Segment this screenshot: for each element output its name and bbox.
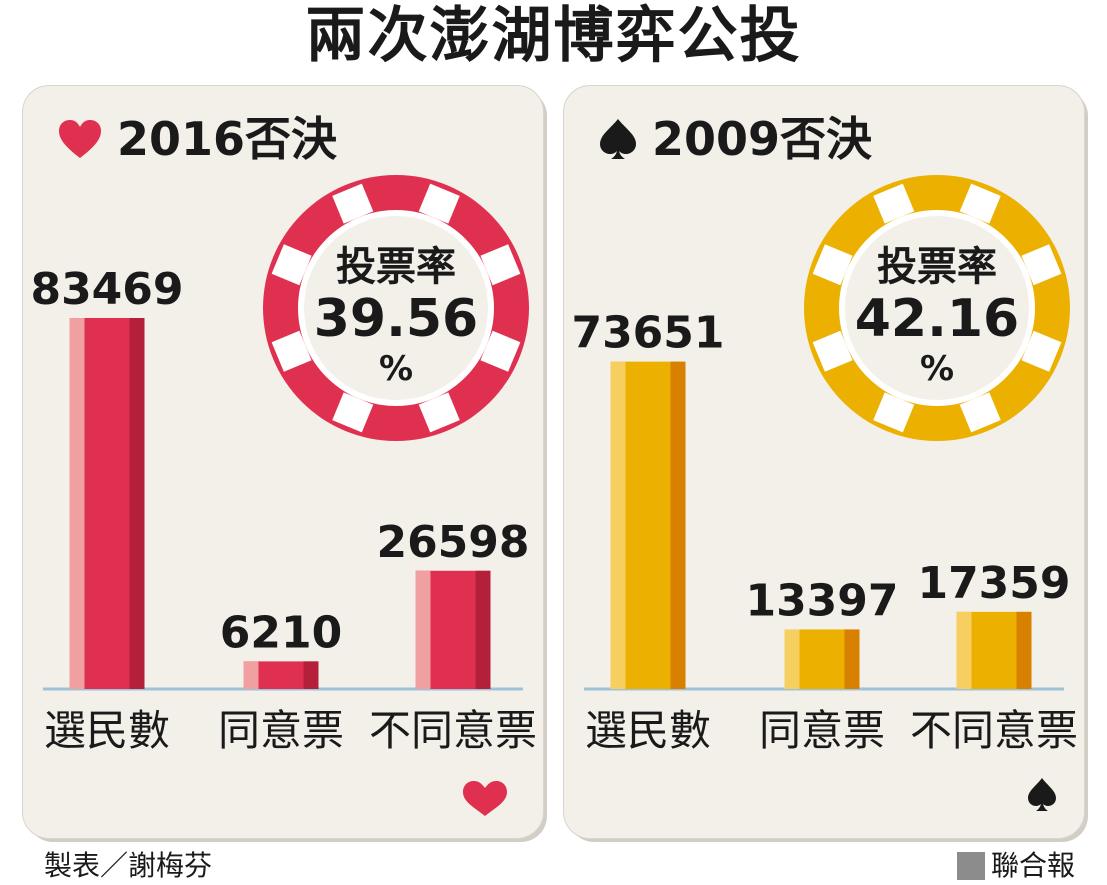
corner-spade-icon: [1028, 778, 1056, 811]
bar-2: [415, 570, 491, 689]
value-label: 17359: [917, 558, 1070, 609]
chip-center: [304, 216, 488, 400]
value-label: 26598: [376, 517, 529, 568]
spade-icon: [600, 119, 636, 159]
panel-2016: 2016否決 83469 選民數 6210 同意票 26598 不同意票 投票率 39.56%: [23, 86, 543, 838]
turnout-label: 投票率: [877, 244, 997, 290]
bar-shade: [475, 570, 491, 689]
bar-highlight: [784, 629, 800, 689]
turnout-value: 39.56: [314, 289, 478, 349]
footer-source: 聯合報: [990, 849, 1075, 882]
bar-shade: [844, 629, 860, 689]
bar-0: [610, 361, 686, 689]
chip-notch: [332, 183, 374, 224]
bar-1: [243, 661, 319, 689]
bar-shade: [670, 361, 686, 689]
bar-highlight: [243, 661, 259, 689]
source-square-icon: [956, 852, 985, 880]
bar-shade: [303, 661, 319, 689]
value-label: 6210: [220, 607, 342, 658]
chip-notch: [480, 330, 521, 372]
value-label: 73651: [571, 308, 724, 359]
chip-notch: [959, 392, 1001, 433]
turnout-unit: %: [379, 349, 413, 389]
value-label: 13397: [745, 575, 898, 626]
footer-source-wrap: 聯合報: [956, 848, 1075, 884]
category-label: 同意票: [759, 706, 885, 755]
category-label: 不同意票: [910, 706, 1078, 755]
chip-notch: [1021, 330, 1062, 372]
turnout-label: 投票率: [336, 244, 456, 290]
turnout-value: 42.16: [855, 289, 1019, 349]
bar-highlight: [415, 570, 431, 689]
chip-notch: [271, 330, 312, 372]
panel-2009-header: 2009否決: [598, 104, 872, 174]
heart-icon: [59, 120, 101, 158]
value-label: 83469: [30, 264, 183, 315]
chip-center: [845, 216, 1029, 400]
panel-2016-header: 2016否決: [57, 104, 337, 174]
chip-notches: [812, 183, 1062, 433]
bar-highlight: [69, 318, 85, 689]
bar-2: [956, 611, 1032, 689]
bar-highlight: [956, 611, 972, 689]
chip-notch: [959, 183, 1001, 224]
corner-heart-icon: [463, 781, 507, 816]
chip-notch: [873, 392, 915, 433]
panel-2016-title: 2016否決: [117, 112, 338, 166]
bar-shade: [1016, 611, 1032, 689]
chip-notch: [332, 392, 374, 433]
category-label: 不同意票: [369, 706, 537, 755]
chip-notch: [1021, 244, 1062, 286]
chip-notch: [812, 330, 853, 372]
chip-notch: [812, 244, 853, 286]
category-label: 選民數: [585, 706, 711, 755]
bar-shade: [129, 318, 145, 689]
chip-notch: [418, 183, 460, 224]
panel-2009-title: 2009否決: [652, 112, 873, 166]
bar-0: [69, 318, 145, 689]
chip-notch: [480, 244, 521, 286]
category-label: 選民數: [44, 706, 170, 755]
chip-notches: [271, 183, 521, 433]
bar-highlight: [610, 361, 626, 689]
chip-notch: [271, 244, 312, 286]
bar-1: [784, 629, 860, 689]
panel-2009: 2009否決 73651 選民數 13397 同意票 17359 不同意票 投票率 42.16…: [564, 86, 1084, 838]
chip-notch: [873, 183, 915, 224]
turnout-unit: %: [920, 349, 954, 389]
main-title: 兩次澎湖博弈公投: [305, 1, 802, 71]
footer-author: 製表／謝梅芬: [44, 849, 213, 882]
chip-notch: [418, 392, 460, 433]
category-label: 同意票: [218, 706, 344, 755]
